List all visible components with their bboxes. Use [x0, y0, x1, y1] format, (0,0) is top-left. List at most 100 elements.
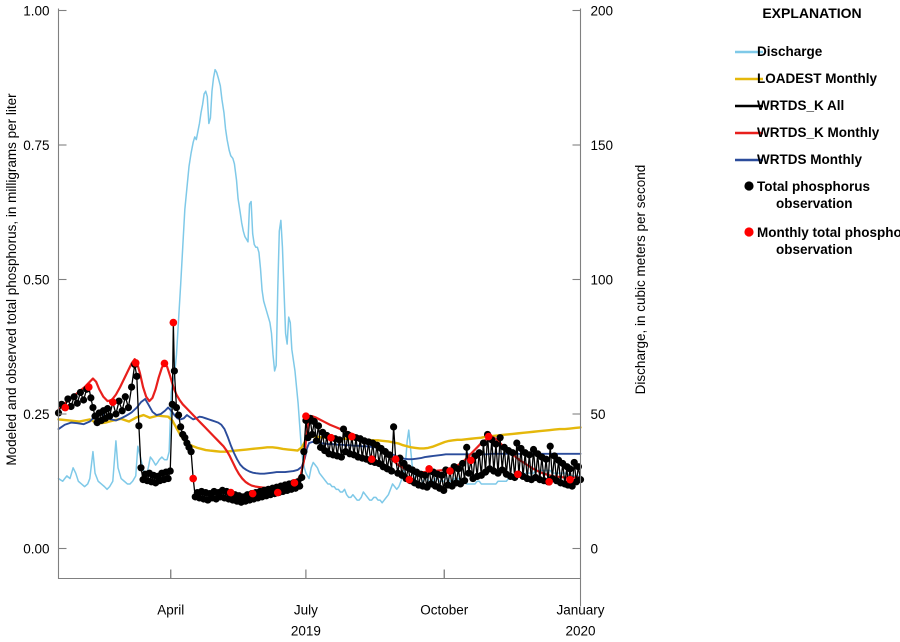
observation-point	[308, 430, 316, 439]
y-axis-label: Modeled and observed total phosphorus, i…	[4, 93, 19, 466]
monthly-observation-point	[290, 479, 299, 487]
y2-axis-tick-label: 200	[591, 4, 614, 19]
observation-point	[546, 442, 554, 450]
monthly-observation-point	[84, 383, 93, 391]
y-axis-tick-label: 0.25	[23, 407, 49, 422]
observation-point	[525, 451, 533, 459]
observation-point	[475, 449, 483, 457]
observation-point	[172, 403, 181, 412]
legend-label-loadest-monthly: LOADEST Monthly	[757, 71, 877, 86]
observation-point	[135, 422, 143, 430]
observation-point	[465, 469, 473, 477]
observation-point	[115, 397, 123, 405]
monthly-observation-point	[273, 488, 282, 497]
legend-label-observation: Total phosphorus	[757, 179, 870, 194]
observation-point	[314, 422, 323, 430]
observation-point	[390, 423, 398, 431]
observation-point	[170, 367, 178, 375]
x-axis-tick-label: April	[157, 603, 184, 618]
monthly-observation-point	[484, 432, 493, 441]
y2-axis-tick-label: 0	[591, 542, 599, 557]
monthly-observation-point	[566, 475, 574, 484]
monthly-observation-point	[302, 412, 310, 420]
legend-label-discharge: Discharge	[757, 44, 823, 59]
x-axis-tick-label: July	[294, 603, 318, 618]
observation-point	[112, 410, 120, 418]
observation-point	[438, 471, 446, 479]
legend-label-observation-line2: observation	[776, 196, 853, 211]
observation-point	[106, 412, 114, 420]
observation-point	[70, 393, 78, 401]
monthly-observation-point	[467, 456, 475, 465]
y-axis-tick-label: 1.00	[23, 4, 49, 19]
monthly-observation-point	[348, 432, 356, 441]
monthly-observation-point	[160, 359, 169, 368]
legend-label-monthly-observation: Monthly total phosphorus	[757, 225, 900, 240]
observation-point	[166, 467, 174, 475]
monthly-observation-point	[131, 359, 140, 367]
monthly-observation-point	[367, 455, 376, 463]
observation-point	[164, 474, 172, 483]
observation-point	[103, 405, 112, 413]
y-axis-tick-label: 0.50	[23, 273, 49, 288]
observation-point	[177, 423, 185, 431]
observation-point	[89, 403, 97, 412]
monthly-observation-point	[108, 398, 117, 406]
monthly-observation-point	[327, 433, 335, 442]
monthly-observation-point	[514, 470, 522, 479]
legend-label-wrtds-k-monthly: WRTDS_K Monthly	[757, 125, 880, 140]
observation-point	[300, 448, 308, 456]
observation-point	[492, 440, 500, 448]
legend-marker-monthly-observation	[744, 227, 754, 237]
monthly-observation-point	[226, 488, 235, 497]
y-axis-tick-label: 0.00	[23, 542, 49, 557]
y-axis-tick-label: 0.75	[23, 138, 49, 153]
y2-axis-tick-label: 50	[591, 407, 606, 422]
observation-point	[121, 393, 129, 401]
observation-point	[187, 448, 195, 456]
observation-point	[566, 465, 574, 473]
observation-point	[513, 439, 521, 447]
x-axis-tick-label: January	[556, 603, 604, 618]
y2-axis-tick-label: 150	[591, 138, 614, 153]
observation-point	[67, 402, 75, 411]
observation-point	[79, 396, 88, 404]
observation-point	[73, 399, 81, 407]
monthly-observation-point	[248, 489, 257, 498]
observation-point	[337, 453, 346, 461]
monthly-observation-point	[425, 465, 433, 473]
observation-point	[174, 411, 183, 419]
y2-axis-tick-label: 100	[591, 273, 614, 288]
observation-point	[133, 372, 141, 380]
legend-title: EXPLANATION	[762, 5, 861, 21]
monthly-observation-point	[391, 455, 400, 463]
observation-point	[298, 473, 306, 482]
legend-label-wrtds-monthly: WRTDS Monthly	[757, 152, 862, 167]
observation-point	[454, 465, 462, 473]
observation-point	[509, 449, 517, 457]
observation-point	[387, 467, 396, 475]
monthly-observation-point	[189, 474, 197, 483]
observation-point	[385, 451, 394, 459]
monthly-observation-point	[405, 475, 414, 484]
observation-point	[339, 425, 348, 433]
monthly-observation-point	[446, 467, 454, 475]
observation-point	[87, 394, 95, 402]
legend-label-wrtds-k-all: WRTDS_K All	[757, 98, 844, 113]
observation-point	[335, 436, 343, 444]
observation-point	[440, 486, 448, 494]
observation-point	[479, 439, 488, 447]
observation-point	[137, 464, 145, 472]
observation-point	[64, 395, 72, 403]
legend-label-monthly-observation-line2: observation	[776, 242, 853, 257]
monthly-observation-point	[61, 403, 70, 412]
observation-point	[127, 383, 136, 391]
legend-marker-observation	[744, 181, 754, 191]
observation-point	[312, 437, 320, 445]
observation-point	[461, 477, 469, 485]
y2-axis-label: Discharge, in cubic meters per second	[633, 165, 648, 395]
observation-point	[118, 407, 126, 415]
observation-point	[496, 434, 504, 442]
